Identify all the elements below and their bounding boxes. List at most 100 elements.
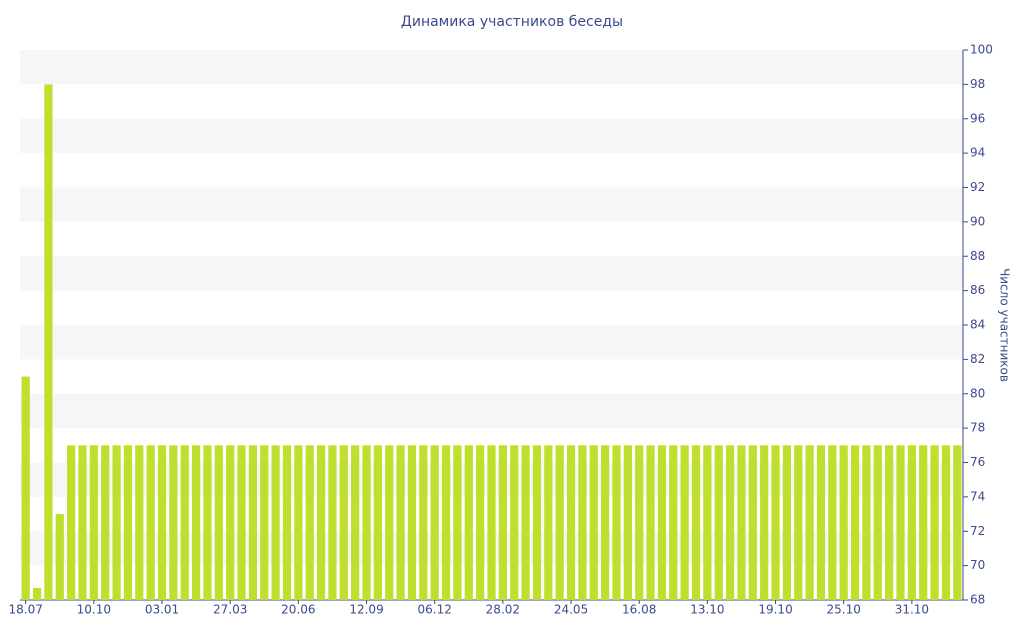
bar: [373, 445, 382, 600]
bar: [78, 445, 87, 600]
bar: [44, 84, 53, 600]
bar: [737, 445, 746, 600]
bar: [794, 445, 803, 600]
bar: [657, 445, 667, 600]
bar: [782, 445, 791, 600]
bar: [510, 445, 519, 600]
bar: [816, 445, 826, 600]
x-tick-label: 27.03: [213, 603, 247, 617]
bar: [726, 445, 735, 600]
y-tick-label: 92: [970, 180, 985, 194]
y-tick-label: 84: [970, 318, 985, 332]
bar: [612, 445, 621, 600]
bar: [669, 445, 678, 600]
y-tick-label: 72: [970, 524, 985, 538]
bar: [260, 445, 269, 600]
y-tick-label: 74: [970, 489, 985, 503]
bar: [362, 445, 371, 600]
grid-band: [20, 256, 963, 291]
x-tick-label: 13.10: [690, 603, 724, 617]
bar: [214, 445, 223, 600]
bar: [385, 445, 394, 600]
x-tick-label: 25.10: [827, 603, 861, 617]
bar: [305, 445, 314, 600]
bar: [646, 445, 655, 600]
y-tick-label: 70: [970, 558, 985, 572]
x-tick-label: 10.10: [77, 603, 111, 617]
y-tick-label: 86: [970, 283, 985, 297]
bar: [862, 445, 871, 600]
bar: [828, 445, 837, 600]
x-tick-label: 19.10: [758, 603, 792, 617]
bar: [941, 445, 951, 600]
bar: [839, 445, 848, 600]
bar: [760, 445, 769, 600]
y-tick-label: 68: [970, 593, 985, 607]
bar: [476, 445, 485, 600]
y-tick-label: 100: [970, 43, 993, 57]
bar: [850, 445, 860, 600]
bar: [169, 445, 178, 600]
bar: [487, 445, 496, 600]
bar: [430, 445, 439, 600]
y-axis-title: Число участников: [998, 268, 1012, 382]
y-tick-label: 82: [970, 352, 985, 366]
bar: [271, 445, 280, 600]
bar: [351, 445, 360, 600]
bar: [907, 445, 916, 600]
grid-band: [20, 187, 963, 222]
bar: [294, 445, 303, 600]
x-tick-label: 06.12: [418, 603, 452, 617]
bar: [135, 445, 144, 600]
bar: [601, 445, 610, 600]
bar: [771, 445, 780, 600]
y-tick-label: 94: [970, 146, 985, 160]
x-tick-label: 12.09: [349, 603, 383, 617]
bar: [498, 445, 507, 600]
bar: [532, 445, 542, 600]
bar: [180, 445, 189, 600]
bar: [146, 445, 155, 600]
bar: [237, 445, 246, 600]
x-tick-label: 28.02: [486, 603, 520, 617]
bar: [441, 445, 451, 600]
y-tick-label: 78: [970, 421, 985, 435]
bar: [67, 445, 76, 600]
bar: [396, 445, 405, 600]
grid-band: [20, 50, 963, 85]
bar: [419, 445, 428, 600]
bar: [748, 445, 757, 600]
bar: [714, 445, 723, 600]
bar: [55, 514, 64, 600]
x-tick-label: 20.06: [281, 603, 315, 617]
bar: [89, 445, 98, 600]
bar: [339, 445, 348, 600]
grid-band: [20, 325, 963, 360]
bar: [521, 445, 530, 600]
bar: [407, 445, 417, 600]
bar: [930, 445, 939, 600]
bar: [226, 445, 235, 600]
bar: [544, 445, 553, 600]
bar: [21, 376, 30, 600]
bar: [623, 445, 632, 600]
x-tick-label: 18.07: [9, 603, 43, 617]
bar: [453, 445, 462, 600]
y-tick-label: 90: [970, 214, 985, 228]
bar: [157, 445, 167, 600]
bar: [101, 445, 110, 600]
chart-title: Динамика участников беседы: [401, 14, 623, 30]
grid-band: [20, 118, 963, 154]
bar: [873, 445, 882, 600]
bar: [112, 445, 121, 600]
bar: [896, 445, 905, 600]
bar: [328, 445, 337, 600]
bar: [635, 445, 644, 600]
y-tick-label: 98: [970, 77, 985, 91]
bar: [578, 445, 587, 600]
x-tick-label: 03.01: [145, 603, 179, 617]
bar: [680, 445, 689, 600]
y-tick-label: 88: [970, 249, 985, 263]
bar: [703, 445, 712, 600]
